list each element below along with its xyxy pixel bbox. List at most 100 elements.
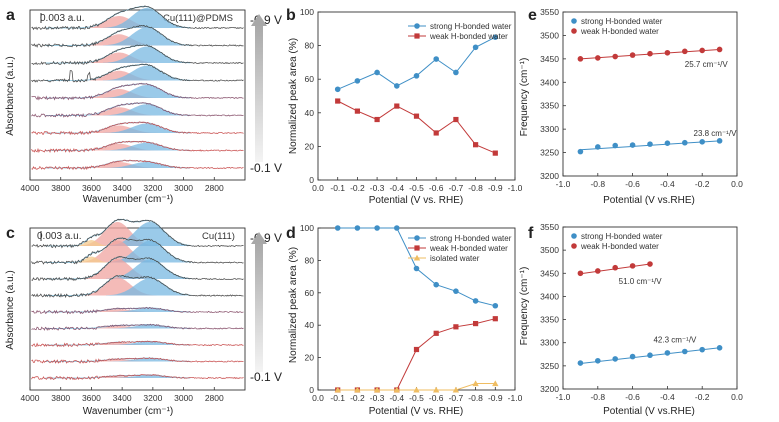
data-point-e-1: [699, 47, 705, 54]
y-tick-label-f: 3350: [540, 315, 559, 325]
data-point-d-1: [413, 346, 420, 353]
data-point-b-1: [413, 113, 420, 119]
data-point-d-2: [354, 386, 361, 393]
data-point-f-0: [612, 356, 618, 362]
data-point-d-0: [374, 225, 380, 231]
data-point-d-0: [413, 265, 420, 272]
data-point-d-1: [492, 316, 498, 322]
y-tick-label-e: 3250: [540, 148, 559, 158]
panel-title-c: Cu(111): [202, 231, 235, 242]
data-point-e-1: [682, 48, 688, 55]
data-point-e-0: [664, 140, 671, 146]
strong-peak-fill-c: [106, 278, 194, 296]
y-axis-title-d: Normalized peak area (%): [288, 247, 299, 363]
slope-label-f: 51.0 cm⁻¹/V: [619, 277, 663, 286]
data-point-d-2: [413, 386, 420, 393]
panel-label-b: b: [286, 7, 296, 24]
data-point-e-0: [716, 138, 723, 144]
y-tick-label-d: 60: [305, 288, 315, 298]
strong-peak-fill-c: [106, 240, 194, 263]
data-point-e-0: [682, 139, 688, 146]
spectrum-trace-a: [31, 44, 244, 65]
y-tick-label-b: 60: [305, 74, 315, 84]
potential-bottom-c: -0.1 V: [250, 370, 282, 384]
x-axis-title-d: Potential (V vs. RHE): [369, 406, 463, 417]
x-tick-label-e: 0.0: [731, 179, 743, 189]
x-tick-label-f: -1.0: [556, 392, 571, 402]
data-point-e-0: [612, 142, 618, 149]
data-point-f-0: [664, 350, 671, 356]
data-point-b-0: [413, 73, 420, 79]
plot-frame-a: [29, 9, 246, 181]
data-point-e-1: [577, 56, 584, 62]
y-tick-label-b: 0: [309, 175, 314, 185]
data-point-b-0: [472, 44, 479, 51]
legend-label-b: strong H-bonded water: [430, 22, 512, 31]
x-tick-label-a: 3200: [143, 183, 162, 193]
x-tick-label-f: -0.4: [660, 392, 675, 402]
strong-peak-fill-a: [102, 104, 191, 116]
x-tick-label-f: -0.8: [590, 392, 605, 402]
x-tick-label-b: -0.3: [370, 183, 385, 193]
x-tick-label-a: 3600: [82, 183, 101, 193]
x-tick-label-b: -0.4: [389, 183, 404, 193]
spectra-panel-a: 0.003 a.u. Cu(111)@PDMS -0.9 V -0.1 V Wa…: [5, 5, 282, 205]
data-point-b-1: [473, 142, 479, 148]
x-tick-label-d: -0.4: [389, 393, 404, 403]
data-point-f-0: [629, 353, 636, 360]
strong-peak-fill-a: [102, 8, 191, 28]
legend-label-e: weak H-bonded water: [580, 27, 659, 36]
data-point-d-1: [453, 324, 459, 330]
data-point-b-0: [492, 34, 499, 40]
spectrum-trace-c: [31, 256, 244, 282]
strong-peak-fill-c: [106, 259, 194, 279]
data-point-b-1: [354, 108, 360, 114]
data-point-e-0: [647, 141, 653, 147]
x-tick-label-a: 3800: [51, 183, 70, 193]
x-tick-label-c: 2800: [205, 393, 224, 403]
data-point-e-0: [595, 144, 601, 150]
x-tick-label-b: -0.5: [409, 183, 424, 193]
data-point-d-2: [334, 386, 341, 393]
y-tick-label-d: 100: [300, 223, 314, 233]
legend-label-d: weak H-bonded water: [429, 244, 508, 253]
data-point-b-0: [453, 69, 459, 76]
x-tick-label-d: -1.0: [508, 393, 523, 403]
x-axis-title-c: Wavenumber (cm⁻¹): [83, 406, 173, 417]
y-tick-label-f: 3300: [540, 338, 559, 348]
y-axis-title-f: Frequency (cm⁻¹): [519, 267, 530, 346]
x-tick-label-e: -1.0: [556, 179, 571, 189]
spectrum-trace-c: [31, 340, 244, 348]
slope-label-e: 23.8 cm⁻¹/V: [694, 129, 738, 138]
legend-marker-b: [414, 23, 420, 29]
x-tick-label-c: 4000: [21, 393, 40, 403]
y-tick-label-b: 20: [305, 141, 315, 151]
data-point-d-0: [334, 225, 341, 231]
panel-label-f: f: [528, 225, 534, 242]
plot-frame-e: [562, 11, 738, 177]
line-panel-b: Potential (V vs. RHE) Normalized peak ar…: [288, 7, 523, 206]
data-point-b-0: [354, 78, 361, 84]
strong-peak-fill-a: [102, 46, 191, 63]
legend-marker-d: [413, 254, 421, 261]
potential-bottom-a: -0.1 V: [250, 161, 282, 175]
x-tick-label-f: -0.2: [695, 392, 710, 402]
strong-peak-fill-a: [102, 123, 191, 133]
data-point-f-0: [699, 346, 705, 353]
spectrum-trace-a: [31, 140, 244, 154]
y-tick-label-e: 3450: [540, 54, 559, 64]
y-tick-label-f: 3550: [540, 222, 559, 232]
legend-marker-b: [414, 33, 420, 39]
data-point-d-0: [354, 225, 361, 231]
legend-marker-f: [571, 243, 577, 249]
x-tick-label-a: 2800: [205, 183, 224, 193]
potential-arrow-shaft-a: [255, 24, 263, 162]
series-line-d-1: [337, 318, 496, 391]
data-point-f-1: [647, 261, 653, 267]
legend-marker-e: [571, 18, 577, 24]
data-point-e-1: [716, 46, 723, 53]
data-point-e-1: [647, 50, 653, 57]
data-point-b-1: [394, 103, 400, 109]
data-point-b-1: [374, 116, 380, 123]
y-tick-label-b: 100: [300, 7, 314, 17]
